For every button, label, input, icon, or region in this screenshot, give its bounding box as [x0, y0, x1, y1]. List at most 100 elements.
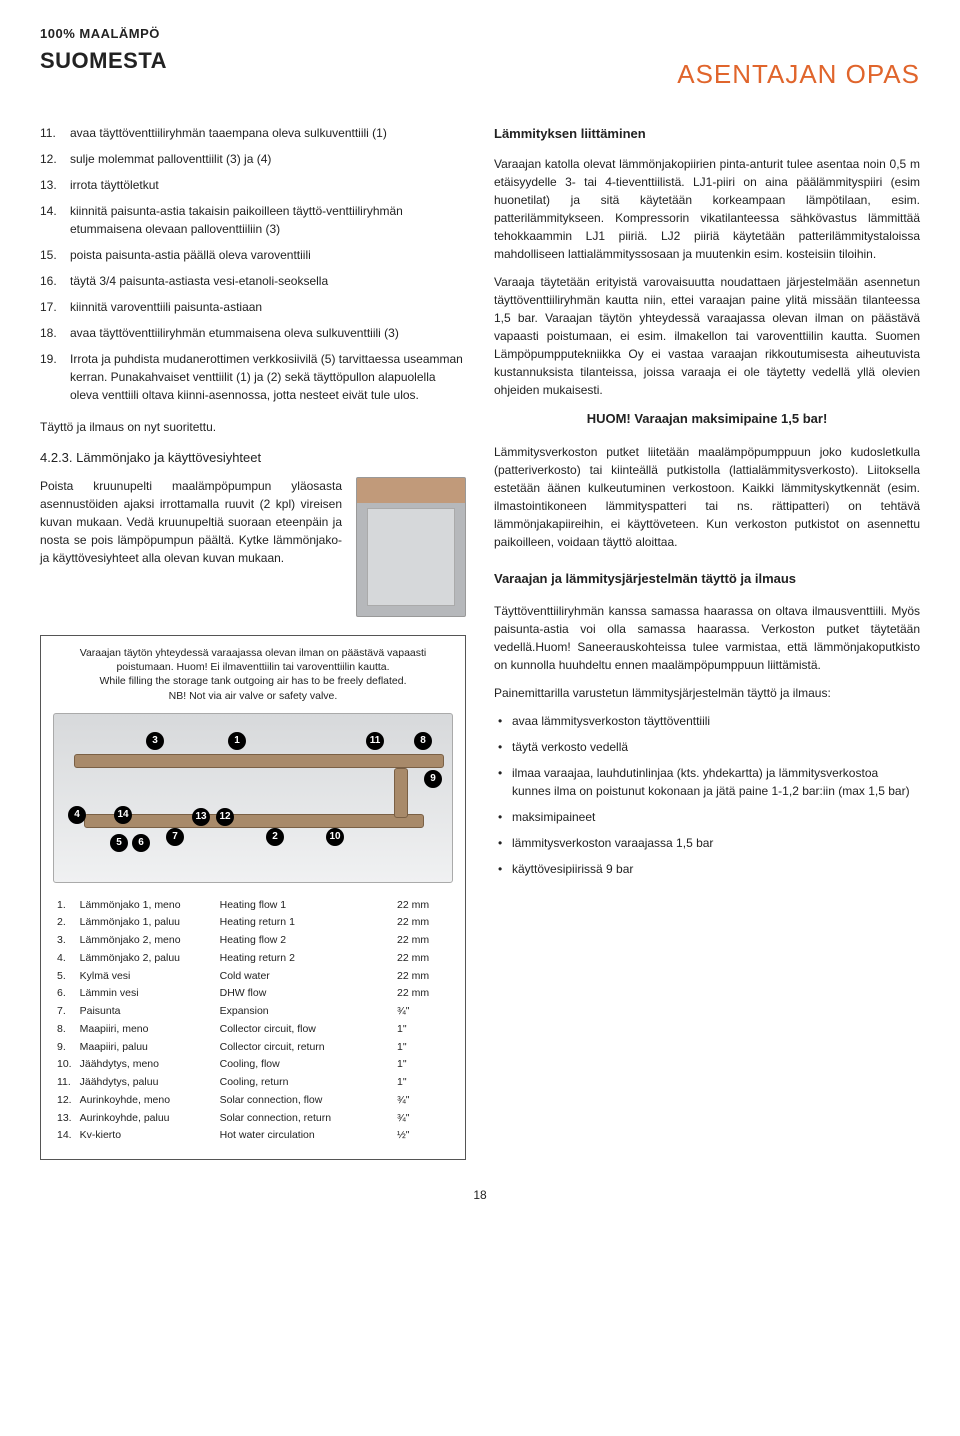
legend-cell: 10.: [53, 1056, 76, 1074]
legend-cell: Collector circuit, return: [216, 1039, 393, 1057]
page-number: 18: [40, 1186, 920, 1204]
legend-row: 8.Maapiiri, menoCollector circuit, flow1…: [53, 1021, 453, 1039]
legend-cell: 1": [393, 1074, 453, 1092]
legend-cell: Aurinkoyhde, meno: [76, 1092, 216, 1110]
caption-en-1: While filling the storage tank outgoing …: [99, 675, 406, 687]
instruction-item: 18.avaa täyttöventtiiliryhmän etummaisen…: [40, 324, 466, 342]
legend-cell: 11.: [53, 1074, 76, 1092]
heading-varaajan: Varaajan ja lämmitysjärjestelmän täyttö …: [494, 569, 920, 589]
legend-cell: 22 mm: [393, 897, 453, 915]
instruction-item: 17. kiinnitä varoventtiili paisunta-astia…: [40, 298, 466, 316]
diagram-badge: 5: [110, 834, 128, 852]
right-para-3: Lämmitysverkoston putket liitetään maalä…: [494, 443, 920, 551]
step-number: 13.: [40, 176, 62, 194]
legend-cell: 3.: [53, 932, 76, 950]
step-number: 14.: [40, 202, 62, 238]
section-4-2-3-title: 4.2.3. Lämmönjako ja käyttövesiyhteet: [40, 448, 466, 468]
diagram-caption: Varaajan täytön yhteydessä varaajassa ol…: [53, 646, 453, 703]
legend-cell: 13.: [53, 1110, 76, 1128]
legend-cell: Aurinkoyhde, paluu: [76, 1110, 216, 1128]
right-column: Lämmityksen liittäminen Varaajan katolla…: [494, 124, 920, 1161]
legend-cell: ¾": [393, 1092, 453, 1110]
instruction-item: 13. irrota täyttöletkut: [40, 176, 466, 194]
bullet-item: täytä verkosto vedellä: [494, 738, 920, 756]
step-text: poista paisunta-astia päällä oleva varov…: [70, 246, 311, 264]
legend-cell: 22 mm: [393, 985, 453, 1003]
intro-paragraph: Poista kruunupelti maalämpöpumpun yläosa…: [40, 477, 342, 567]
legend-cell: 6.: [53, 985, 76, 1003]
legend-cell: Solar connection, return: [216, 1110, 393, 1128]
diagram-badge: 4: [68, 806, 86, 824]
step-number: 16.: [40, 272, 62, 290]
legend-cell: Expansion: [216, 1003, 393, 1021]
right-para-4: Täyttöventtiiliryhmän kanssa samassa haa…: [494, 602, 920, 674]
legend-table: 1.Lämmönjako 1, menoHeating flow 122 mm2…: [53, 897, 453, 1146]
diagram-badge: 12: [216, 808, 234, 826]
legend-cell: Heating flow 2: [216, 932, 393, 950]
legend-row: 14.Kv-kiertoHot water circulation½": [53, 1127, 453, 1145]
bullet-item: käyttövesipiirissä 9 bar: [494, 860, 920, 878]
legend-cell: 1": [393, 1039, 453, 1057]
caption-fi: Varaajan täytön yhteydessä varaajassa ol…: [80, 647, 427, 673]
legend-row: 5.Kylmä vesiCold water22 mm: [53, 968, 453, 986]
legend-row: 9.Maapiiri, paluuCollector circuit, retu…: [53, 1039, 453, 1057]
legend-cell: 22 mm: [393, 914, 453, 932]
legend-row: 6.Lämmin vesiDHW flow22 mm: [53, 985, 453, 1003]
right-para-1: Varaajan katolla olevat lämmönjakopiirie…: [494, 155, 920, 263]
legend-cell: 1": [393, 1021, 453, 1039]
main-two-column: 11.avaa täyttöventtiiliryhmän taaempana …: [40, 124, 920, 1161]
step-number: 17.: [40, 298, 62, 316]
legend-cell: Cold water: [216, 968, 393, 986]
step-number: 18.: [40, 324, 62, 342]
step-text: irrota täyttöletkut: [70, 176, 159, 194]
legend-cell: Paisunta: [76, 1003, 216, 1021]
diagram-badge: 8: [414, 732, 432, 750]
step-text: täytä 3/4 paisunta-astiasta vesi-etanoli…: [70, 272, 328, 290]
step-number: 12.: [40, 150, 62, 168]
legend-row: 3.Lämmönjako 2, menoHeating flow 222 mm: [53, 932, 453, 950]
legend-cell: Solar connection, flow: [216, 1092, 393, 1110]
callout-huom: HUOM! Varaajan maksimipaine 1,5 bar!: [494, 409, 920, 429]
legend-cell: Jäähdytys, meno: [76, 1056, 216, 1074]
bullet-item: ilmaa varaajaa, lauhdutinlinjaa (kts. yh…: [494, 764, 920, 800]
legend-row: 13.Aurinkoyhde, paluuSolar connection, r…: [53, 1110, 453, 1128]
pipe-graphic: [394, 768, 408, 818]
legend-cell: 12.: [53, 1092, 76, 1110]
legend-cell: 7.: [53, 1003, 76, 1021]
bullet-item: avaa lämmitysverkoston täyttöventtiili: [494, 712, 920, 730]
legend-cell: Jäähdytys, paluu: [76, 1074, 216, 1092]
legend-row: 12.Aurinkoyhde, menoSolar connection, fl…: [53, 1092, 453, 1110]
legend-cell: 22 mm: [393, 932, 453, 950]
legend-cell: 22 mm: [393, 968, 453, 986]
diagram-badge: 3: [146, 732, 164, 750]
pump-thumbnail-image: [356, 477, 466, 617]
pipe-graphic: [84, 814, 424, 828]
legend-cell: Lämmönjako 2, paluu: [76, 950, 216, 968]
legend-cell: 4.: [53, 950, 76, 968]
legend-cell: Heating return 1: [216, 914, 393, 932]
legend-cell: Lämmönjako 1, meno: [76, 897, 216, 915]
pipe-graphic: [74, 754, 444, 768]
instruction-item: 15.poista paisunta-astia päällä oleva va…: [40, 246, 466, 264]
step-text: kiinnitä varoventtiili paisunta-astiaan: [70, 298, 262, 316]
diagram-badge: 1: [228, 732, 246, 750]
bullet-item: maksimipaineet: [494, 808, 920, 826]
legend-row: 10.Jäähdytys, menoCooling, flow1": [53, 1056, 453, 1074]
right-bullet-list: avaa lämmitysverkoston täyttöventtiili tä…: [494, 712, 920, 878]
legend-cell: Collector circuit, flow: [216, 1021, 393, 1039]
legend-cell: 1": [393, 1056, 453, 1074]
instruction-item: 14.kiinnitä paisunta-astia takaisin paik…: [40, 202, 466, 238]
step-number: 11.: [40, 124, 62, 142]
legend-cell: 22 mm: [393, 950, 453, 968]
diagram-badge: 14: [114, 806, 132, 824]
diagram-badge: 10: [326, 828, 344, 846]
legend-cell: 14.: [53, 1127, 76, 1145]
legend-cell: 8.: [53, 1021, 76, 1039]
step-text: Irrota ja puhdista mudanerottimen verkko…: [70, 350, 466, 404]
legend-cell: Lämmin vesi: [76, 985, 216, 1003]
heading-lammityksen: Lämmityksen liittäminen: [494, 124, 920, 144]
legend-cell: Cooling, return: [216, 1074, 393, 1092]
legend-row: 7.PaisuntaExpansion¾": [53, 1003, 453, 1021]
completion-line: Täyttö ja ilmaus on nyt suoritettu.: [40, 418, 466, 436]
right-para-5: Painemittarilla varustetun lämmitysjärje…: [494, 684, 920, 702]
